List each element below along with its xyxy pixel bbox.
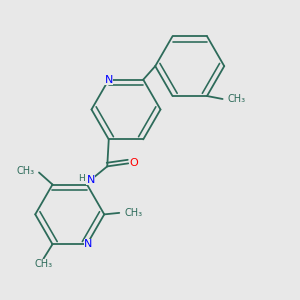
Text: H: H (79, 174, 85, 183)
Text: N: N (105, 75, 113, 85)
Text: CH₃: CH₃ (228, 94, 246, 104)
Text: N: N (84, 239, 93, 249)
Text: CH₃: CH₃ (124, 208, 143, 218)
Text: CH₃: CH₃ (16, 166, 34, 176)
Text: O: O (130, 158, 139, 168)
Text: N: N (87, 175, 95, 185)
Text: CH₃: CH₃ (34, 259, 52, 269)
